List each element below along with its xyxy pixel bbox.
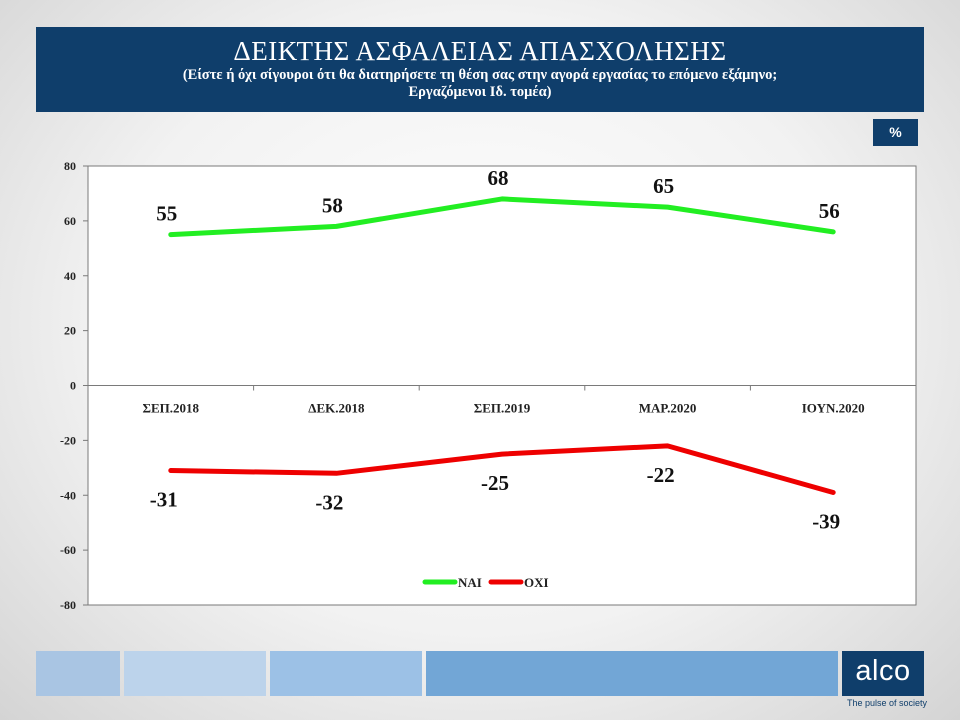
legend-label: ΟΧΙ: [524, 575, 549, 590]
y-tick-label: -80: [60, 598, 76, 612]
footer-bar-4: [426, 651, 838, 696]
data-label: -25: [481, 471, 509, 495]
y-tick-label: 40: [64, 269, 76, 283]
page-title: ΔΕΙΚΤΗΣ ΑΣΦΑΛΕΙΑΣ ΑΠΑΣΧΟΛΗΣΗΣ: [233, 36, 727, 66]
x-tick-label: ΔΕΚ.2018: [308, 401, 365, 416]
chart-layer: 80 60 40 20 0 -20 -40 -60 -80 ΣΕΠ.2018 ΔΕΚ.2018 ΣΕΠ…: [60, 159, 917, 612]
y-tick-label: -40: [60, 488, 76, 502]
y-tick-label: 60: [64, 214, 76, 228]
data-label: 56: [819, 199, 840, 223]
x-tick-label: ΜΑΡ.2020: [639, 401, 697, 416]
footer-bar-2: [124, 651, 266, 696]
x-tick-label: ΣΕΠ.2018: [143, 401, 200, 416]
unit-badge: %: [873, 119, 918, 146]
data-label: 65: [653, 174, 674, 198]
series-line-oxi: [168, 443, 836, 496]
title-banner: ΔΕΙΚΤΗΣ ΑΣΦΑΛΕΙΑΣ ΑΠΑΣΧΟΛΗΣΗΣ (Είστε ή ό…: [36, 27, 924, 112]
footer-bar-1: [36, 651, 120, 696]
footer-bar-3: [270, 651, 422, 696]
data-label: 55: [156, 202, 177, 226]
x-tick-label: ΙΟΥΝ.2020: [802, 401, 865, 416]
subtitle-line-1: (Είστε ή όχι σίγουροι ότι θα διατηρήσετε…: [182, 67, 778, 83]
data-label: -31: [150, 488, 178, 512]
series-line-nai: [168, 196, 836, 238]
data-label: 68: [488, 166, 509, 190]
y-tick-label: 20: [64, 324, 76, 338]
y-tick-label: 0: [70, 379, 76, 393]
data-label: -32: [315, 490, 343, 514]
y-tick-label: 80: [64, 159, 76, 173]
data-label: -22: [647, 463, 675, 487]
y-tick-label: -20: [60, 433, 76, 447]
logo-text: alco: [855, 655, 911, 687]
alco-logo: alco: [842, 651, 924, 696]
data-label: 58: [322, 193, 343, 217]
logo-tagline: The pulse of society: [847, 698, 928, 708]
y-tick-label: -60: [60, 543, 76, 557]
subtitle-line-2: Εργαζόμενοι Ιδ. τομέα): [408, 84, 552, 100]
x-tick-label: ΣΕΠ.2019: [474, 401, 531, 416]
legend-label: ΝΑΙ: [458, 575, 482, 590]
data-label: -39: [812, 510, 840, 534]
